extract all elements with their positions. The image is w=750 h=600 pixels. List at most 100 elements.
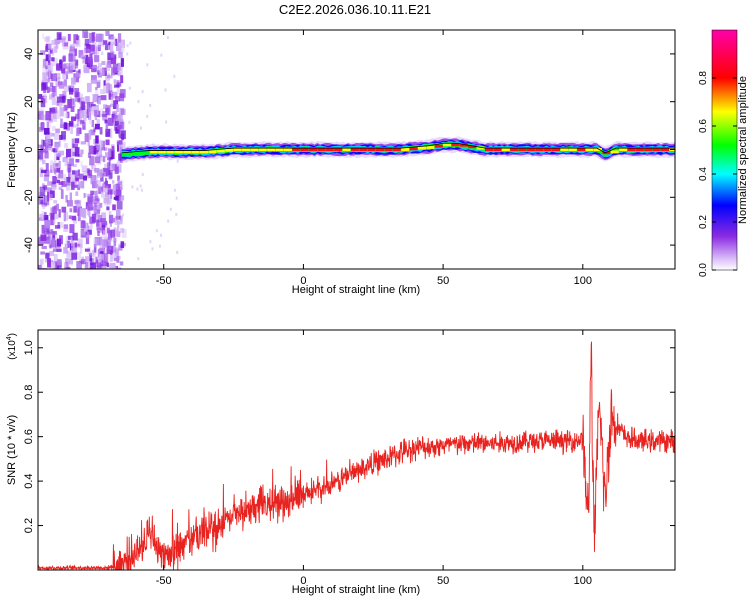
noise-speckle bbox=[87, 200, 93, 211]
noise-speckle bbox=[45, 163, 49, 172]
noise-speckle bbox=[52, 234, 56, 240]
track-core bbox=[652, 148, 661, 151]
noise-speckle bbox=[81, 230, 86, 236]
noise-speckle bbox=[159, 244, 162, 248]
noise-speckle bbox=[94, 175, 98, 184]
noise-speckle bbox=[108, 148, 112, 157]
noise-speckle bbox=[97, 44, 101, 52]
noise-speckle bbox=[74, 200, 80, 204]
noise-speckle bbox=[65, 211, 68, 221]
noise-speckle bbox=[74, 60, 79, 69]
noise-speckle bbox=[122, 213, 125, 217]
noise-speckle bbox=[105, 122, 109, 132]
noise-speckle bbox=[55, 162, 59, 167]
track-core bbox=[510, 148, 519, 151]
noise-speckle bbox=[104, 181, 108, 189]
noise-speckle bbox=[110, 95, 114, 105]
noise-speckle bbox=[116, 80, 120, 85]
noise-speckle bbox=[51, 40, 57, 46]
noise-speckle bbox=[71, 170, 76, 175]
noise-speckle bbox=[52, 186, 56, 190]
noise-speckle bbox=[90, 130, 93, 134]
noise-speckle bbox=[75, 200, 82, 208]
noise-speckle bbox=[44, 144, 48, 154]
noise-speckle bbox=[70, 237, 74, 247]
noise-speckle bbox=[51, 97, 57, 106]
noise-speckle bbox=[102, 239, 106, 249]
noise-speckle bbox=[119, 195, 125, 202]
noise-speckle bbox=[100, 253, 106, 262]
noise-speckle bbox=[63, 224, 68, 229]
noise-speckle bbox=[58, 170, 64, 179]
track-core bbox=[183, 150, 192, 154]
noise-speckle bbox=[69, 158, 74, 167]
noise-speckle bbox=[107, 165, 111, 176]
noise-speckle bbox=[65, 62, 71, 67]
noise-speckle bbox=[76, 128, 80, 137]
noise-speckle bbox=[101, 212, 107, 221]
track-core bbox=[325, 148, 334, 151]
noise-speckle bbox=[78, 153, 83, 158]
noise-speckle bbox=[56, 167, 60, 173]
noise-speckle bbox=[89, 173, 92, 178]
noise-speckle bbox=[83, 193, 86, 199]
track-core bbox=[476, 146, 485, 150]
noise-speckle bbox=[44, 151, 49, 159]
noise-speckle bbox=[53, 161, 56, 166]
noise-speckle bbox=[47, 122, 51, 129]
track-core bbox=[384, 148, 393, 151]
noise-speckle bbox=[118, 51, 123, 59]
noise-speckle bbox=[65, 148, 72, 158]
noise-speckle bbox=[92, 255, 97, 265]
noise-speckle bbox=[71, 251, 78, 260]
noise-speckle bbox=[151, 247, 154, 251]
noise-speckle bbox=[48, 43, 52, 49]
noise-speckle bbox=[106, 83, 111, 94]
spectrogram-x-axis-label: Height of straight line (km) bbox=[292, 284, 420, 296]
noise-speckle bbox=[96, 81, 100, 89]
noise-speckle bbox=[93, 199, 100, 204]
noise-speckle bbox=[128, 120, 131, 124]
noise-speckle bbox=[88, 267, 92, 269]
noise-speckle bbox=[85, 256, 90, 262]
colorbar: 0.0 0.2 0.4 0.6 0.8 Normalized spectral ampl… bbox=[698, 29, 749, 277]
noise-speckle bbox=[117, 33, 122, 43]
noise-speckle bbox=[64, 113, 68, 118]
noise-speckle bbox=[119, 134, 124, 139]
noise-speckle bbox=[63, 71, 68, 75]
noise-speckle bbox=[53, 148, 58, 153]
noise-speckle bbox=[94, 190, 98, 201]
noise-speckle bbox=[107, 164, 111, 175]
noise-speckle bbox=[75, 113, 80, 120]
noise-speckle bbox=[120, 75, 124, 84]
noise-speckle bbox=[118, 153, 122, 161]
noise-speckle bbox=[119, 215, 123, 222]
noise-speckle bbox=[91, 249, 95, 257]
track-core bbox=[518, 148, 527, 151]
snr-plot-area bbox=[38, 330, 675, 570]
track-core bbox=[468, 145, 477, 149]
noise-speckle bbox=[117, 66, 122, 72]
noise-speckle bbox=[105, 139, 110, 146]
noise-speckle bbox=[106, 262, 110, 267]
noise-speckle bbox=[96, 144, 100, 151]
noise-speckle bbox=[38, 150, 44, 160]
noise-speckle bbox=[117, 62, 121, 70]
noise-speckle bbox=[115, 209, 121, 220]
noise-speckle bbox=[56, 238, 62, 247]
noise-speckle bbox=[55, 43, 59, 49]
noise-speckle bbox=[72, 43, 76, 50]
noise-speckle bbox=[110, 168, 114, 172]
noise-speckle bbox=[121, 228, 127, 238]
noise-speckle bbox=[89, 253, 93, 262]
noise-speckle bbox=[116, 183, 120, 192]
noise-speckle bbox=[107, 195, 111, 206]
noise-speckle bbox=[47, 78, 51, 82]
noise-speckle bbox=[128, 86, 131, 90]
noise-speckle bbox=[102, 40, 108, 45]
noise-speckle bbox=[106, 107, 110, 115]
noise-speckle bbox=[81, 101, 86, 111]
noise-speckle bbox=[98, 236, 103, 246]
noise-speckle bbox=[98, 41, 101, 47]
noise-speckle bbox=[42, 82, 48, 90]
